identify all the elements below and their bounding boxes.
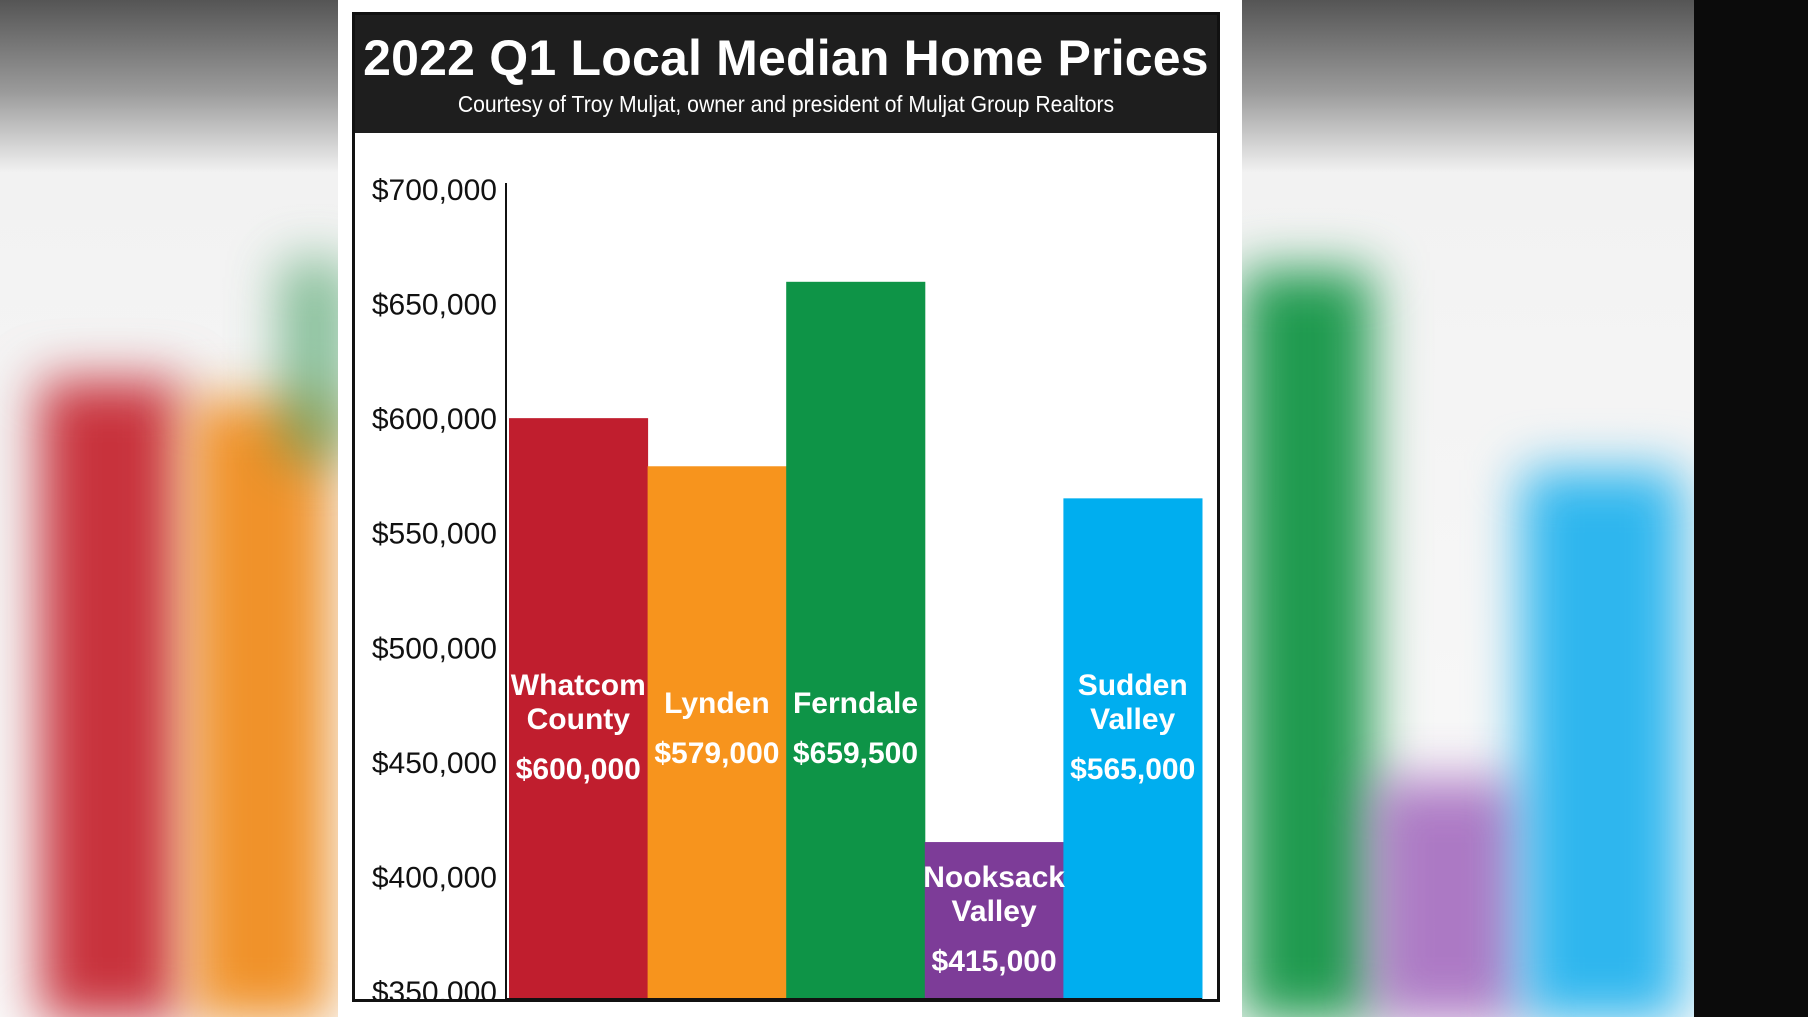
bar-name-label: Sudden xyxy=(1078,669,1188,702)
chart-title: 2022 Q1 Local Median Home Prices xyxy=(363,30,1209,86)
blur-red xyxy=(40,380,180,1017)
bar-sudden-valley xyxy=(1063,498,1203,999)
blurred-backdrop-right xyxy=(1242,0,1694,1017)
bar-name-label: Lynden xyxy=(664,687,770,720)
blur-green-right xyxy=(1242,270,1372,1017)
bar-name-label: Valley xyxy=(952,895,1037,928)
black-strip xyxy=(1694,0,1808,1017)
chart-card: 2022 Q1 Local Median Home Prices Courtes… xyxy=(338,0,1242,1017)
y-tick-label: $650,000 xyxy=(372,289,497,322)
y-tick-label: $600,000 xyxy=(372,403,497,436)
y-tick-label: $350,000 xyxy=(372,976,497,999)
chart-header: 2022 Q1 Local Median Home Prices Courtes… xyxy=(355,15,1217,133)
bar-value-label: $659,500 xyxy=(793,737,918,770)
blur-orange xyxy=(190,400,330,1017)
chart-frame: 2022 Q1 Local Median Home Prices Courtes… xyxy=(352,12,1220,1002)
bar-value-label: $579,000 xyxy=(654,737,779,770)
blur-blue xyxy=(1522,470,1682,1017)
bar-nooksack-valley xyxy=(924,842,1064,999)
chart-subtitle: Courtesy of Troy Muljat, owner and presi… xyxy=(457,91,1115,117)
y-axis-labels: $350,000 $400,000 $450,000 $500,000 $550,000… xyxy=(372,174,497,999)
blurred-backdrop-left xyxy=(0,0,340,1017)
bar-name-label: Ferndale xyxy=(793,687,918,720)
bar-value-label: $600,000 xyxy=(516,753,641,786)
bars xyxy=(509,281,1203,999)
y-tick-label: $700,000 xyxy=(372,174,497,207)
bar-name-label: County xyxy=(527,703,631,736)
y-tick-label: $450,000 xyxy=(372,747,497,780)
y-tick-label: $550,000 xyxy=(372,518,497,551)
y-tick-label: $400,000 xyxy=(372,861,497,894)
bar-name-label: Whatcom xyxy=(511,669,646,702)
bar-lynden xyxy=(647,466,787,999)
bar-value-label: $565,000 xyxy=(1070,753,1195,786)
bar-whatcom-county xyxy=(509,418,649,999)
y-tick-label: $500,000 xyxy=(372,632,497,665)
blur-green xyxy=(280,260,340,460)
bar-name-label: Nooksack xyxy=(923,861,1065,894)
blur-purple xyxy=(1372,780,1522,1017)
bar-name-label: Valley xyxy=(1090,703,1175,736)
bar-value-label: $415,000 xyxy=(932,945,1057,978)
bar-ferndale xyxy=(786,281,926,999)
bar-chart: $350,000 $400,000 $450,000 $500,000 $550,000… xyxy=(372,174,1203,999)
